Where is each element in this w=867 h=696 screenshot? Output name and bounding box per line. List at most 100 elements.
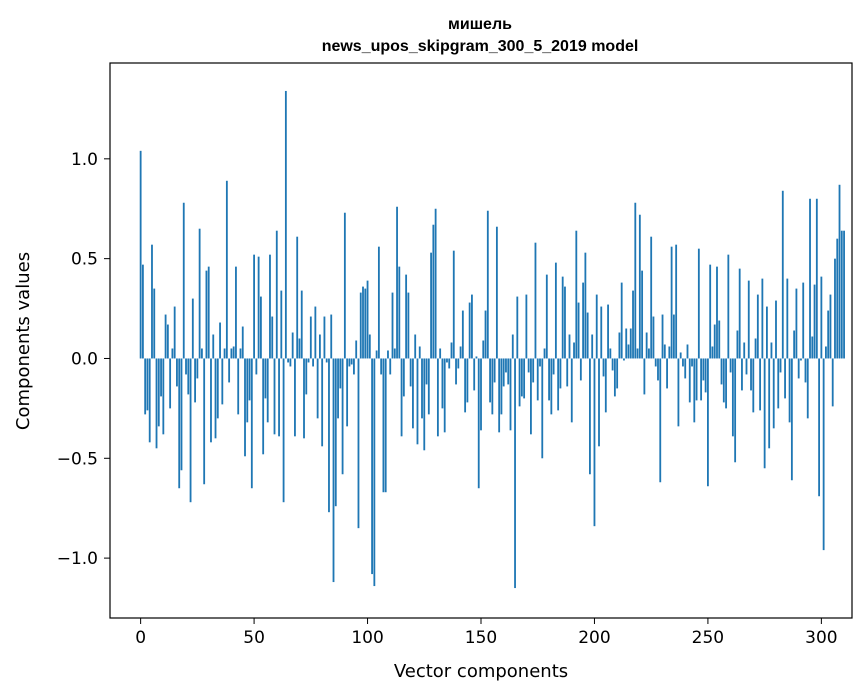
- bar: [543, 348, 546, 359]
- bar: [189, 358, 192, 503]
- bar: [332, 358, 335, 583]
- bar: [573, 342, 575, 359]
- bar: [398, 266, 401, 359]
- bar: [182, 202, 185, 359]
- bar: [412, 358, 414, 429]
- bar: [559, 358, 562, 389]
- bar: [843, 230, 845, 359]
- bar: [788, 358, 791, 423]
- bar: [264, 358, 267, 399]
- bar: [343, 212, 346, 359]
- bar: [686, 344, 689, 359]
- bar: [248, 358, 251, 401]
- bar: [200, 348, 203, 359]
- bar: [196, 358, 199, 379]
- bar: [471, 294, 473, 359]
- bar: [237, 358, 240, 415]
- bar: [284, 90, 287, 359]
- bar: [527, 358, 530, 373]
- bar: [659, 358, 662, 483]
- bar: [593, 358, 596, 527]
- bar: [223, 348, 226, 359]
- bar: [232, 346, 235, 359]
- bar: [523, 358, 526, 399]
- bar: [475, 356, 478, 359]
- bar: [446, 358, 448, 363]
- bar: [246, 358, 249, 423]
- bar: [813, 284, 816, 359]
- bar: [675, 244, 678, 359]
- bar: [368, 334, 371, 359]
- bar: [169, 358, 172, 409]
- bar: [770, 342, 773, 359]
- bar: [160, 358, 162, 397]
- bar: [228, 358, 231, 383]
- bar: [253, 254, 255, 359]
- bar: [600, 306, 603, 359]
- bar: [416, 358, 419, 445]
- bar: [441, 358, 444, 409]
- bar: [259, 296, 262, 359]
- bar: [364, 288, 367, 359]
- bar: [391, 292, 394, 359]
- bar: [618, 332, 621, 359]
- bar: [212, 334, 215, 359]
- bar: [586, 312, 589, 359]
- bar: [173, 306, 176, 359]
- bar: [355, 340, 358, 359]
- bar: [139, 150, 142, 359]
- bar: [171, 348, 174, 359]
- bar: [759, 358, 762, 411]
- bar: [305, 358, 308, 395]
- bar: [736, 330, 739, 359]
- bar: [205, 270, 208, 359]
- y-tick-label: 1.0: [71, 150, 98, 170]
- x-tick-label: 0: [135, 628, 146, 648]
- bar: [418, 346, 421, 359]
- bar: [800, 358, 802, 361]
- bar: [178, 358, 181, 489]
- bar: [239, 348, 242, 359]
- bar: [321, 358, 324, 447]
- bar: [575, 230, 578, 359]
- bar: [255, 358, 258, 375]
- bar: [300, 290, 303, 359]
- bar: [176, 358, 178, 387]
- bar: [511, 334, 514, 359]
- bar: [402, 358, 405, 397]
- bar: [216, 358, 219, 419]
- bar: [146, 358, 149, 411]
- bar: [157, 358, 160, 427]
- bar: [493, 358, 496, 383]
- bar: [707, 358, 709, 487]
- bar: [468, 302, 471, 359]
- bar: [384, 358, 387, 493]
- bar: [489, 358, 491, 403]
- bar: [289, 358, 292, 367]
- bar: [679, 352, 682, 359]
- bar: [632, 290, 634, 359]
- bar: [797, 358, 800, 379]
- bar: [548, 358, 550, 401]
- bar: [430, 252, 432, 359]
- bar: [700, 358, 703, 401]
- bar: [187, 358, 190, 395]
- bar: [348, 358, 351, 367]
- bar: [250, 358, 253, 489]
- bar: [761, 278, 764, 359]
- bar: [461, 310, 464, 359]
- bar: [822, 358, 825, 551]
- bar: [711, 346, 714, 359]
- bar: [534, 242, 537, 359]
- bar: [509, 358, 512, 431]
- bar: [328, 358, 330, 513]
- bar: [616, 358, 619, 389]
- bar: [718, 320, 721, 359]
- bar: [375, 350, 378, 359]
- bar: [754, 338, 757, 359]
- bar: [607, 304, 609, 359]
- bar: [834, 258, 836, 359]
- bar: [564, 286, 566, 359]
- bar: [155, 358, 158, 449]
- bar: [550, 358, 553, 415]
